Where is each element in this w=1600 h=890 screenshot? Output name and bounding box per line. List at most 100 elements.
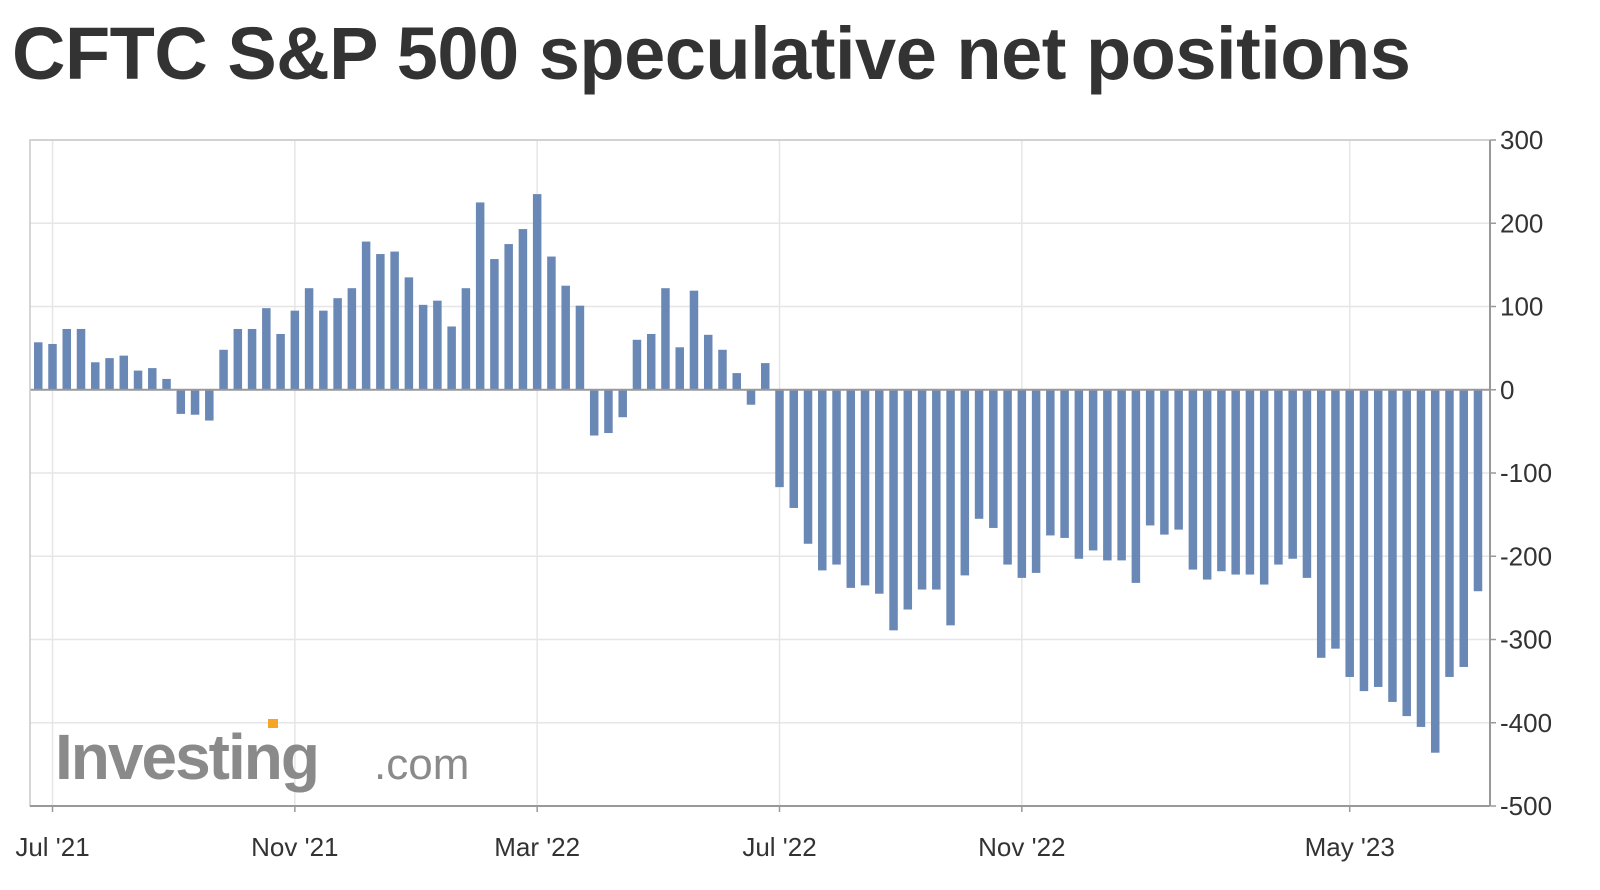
bar <box>205 389 214 421</box>
x-axis-labels: Jul '21 Nov '21 Mar '22 Jul '22 Nov '22 May '… <box>15 832 1394 862</box>
bar <box>775 389 784 488</box>
bar <box>1017 389 1027 578</box>
bar <box>176 389 186 414</box>
bar <box>361 241 371 390</box>
bar <box>1031 389 1041 573</box>
bar <box>119 355 129 390</box>
bar <box>547 256 556 390</box>
bar <box>1088 389 1098 551</box>
bar <box>133 370 143 390</box>
bar <box>148 368 157 390</box>
bar <box>604 389 613 434</box>
bar <box>376 254 385 390</box>
y-axis-labels: 300 200 100 0 -100 -200 -300 -400 -500 <box>1500 125 1552 821</box>
bar <box>518 229 528 390</box>
bar <box>589 389 599 436</box>
bar <box>932 389 941 590</box>
grid <box>30 139 1490 807</box>
bar <box>1003 389 1012 565</box>
bar <box>1231 389 1240 575</box>
bar <box>1416 389 1426 727</box>
bar <box>789 389 799 508</box>
bar <box>1202 389 1212 580</box>
bar <box>91 362 100 390</box>
bar <box>333 298 342 390</box>
bar <box>917 389 927 590</box>
bar <box>1160 389 1169 535</box>
bar <box>34 342 43 390</box>
bar <box>304 288 314 390</box>
bar <box>1302 389 1312 578</box>
y-tick-label: -500 <box>1500 791 1552 821</box>
bar <box>1145 389 1155 526</box>
bar <box>989 389 998 528</box>
y-tick-label: 0 <box>1500 375 1514 405</box>
bar <box>675 347 684 390</box>
logo-accent-mark <box>268 719 278 728</box>
bar <box>532 194 542 390</box>
bar <box>247 328 257 390</box>
bar <box>732 373 741 390</box>
bar <box>475 202 485 390</box>
bar <box>447 326 456 390</box>
y-tick-label: -100 <box>1500 458 1552 488</box>
x-tick-label: Jul '22 <box>742 832 816 862</box>
bar <box>276 333 285 390</box>
bar <box>718 349 727 390</box>
logo-suffix: .com <box>374 740 469 789</box>
bar <box>504 244 513 390</box>
axes <box>29 139 1496 812</box>
y-tick-label: -200 <box>1500 541 1552 571</box>
bar <box>1288 389 1297 559</box>
bar <box>490 259 499 390</box>
bar <box>76 328 86 390</box>
bar <box>746 389 756 405</box>
bar <box>1402 389 1411 717</box>
bar <box>1103 389 1112 561</box>
bar <box>1445 389 1454 677</box>
x-tick-label: Jul '21 <box>15 832 89 862</box>
bar <box>262 308 271 390</box>
bar <box>632 339 642 390</box>
bar <box>1131 389 1141 583</box>
bar <box>433 300 442 390</box>
bar <box>889 389 898 631</box>
bar <box>689 290 699 390</box>
bar <box>290 310 300 390</box>
bar <box>233 328 243 390</box>
chart-title: CFTC S&P 500 speculative net positions <box>12 12 1411 95</box>
bar <box>190 389 200 415</box>
bar <box>162 378 171 390</box>
bar <box>661 288 670 390</box>
logo-brand: Investing <box>55 721 318 793</box>
y-tick-label: 300 <box>1500 125 1543 155</box>
bar <box>761 363 770 390</box>
bar <box>1359 389 1369 692</box>
bar <box>1430 389 1440 753</box>
bar <box>418 304 428 390</box>
bar <box>404 277 414 390</box>
x-tick-label: Nov '21 <box>251 832 338 862</box>
bar <box>461 288 471 390</box>
bar <box>974 389 984 519</box>
bar <box>1074 389 1084 559</box>
bar <box>575 305 585 390</box>
bar <box>105 358 114 390</box>
bar <box>903 389 913 610</box>
bar <box>1060 389 1069 538</box>
y-tick-label: 200 <box>1500 208 1543 238</box>
bar <box>62 328 72 390</box>
bar <box>1345 389 1354 677</box>
bar <box>1373 389 1383 687</box>
y-tick-label: -400 <box>1500 708 1552 738</box>
y-tick-label: -300 <box>1500 625 1552 655</box>
bars <box>34 194 1483 753</box>
bar <box>390 251 399 390</box>
bar <box>1259 389 1269 585</box>
bar <box>1174 389 1183 530</box>
bar <box>1388 389 1397 702</box>
investing-logo: Investing .com <box>55 719 469 793</box>
bar <box>846 389 856 588</box>
bar <box>1117 389 1126 561</box>
